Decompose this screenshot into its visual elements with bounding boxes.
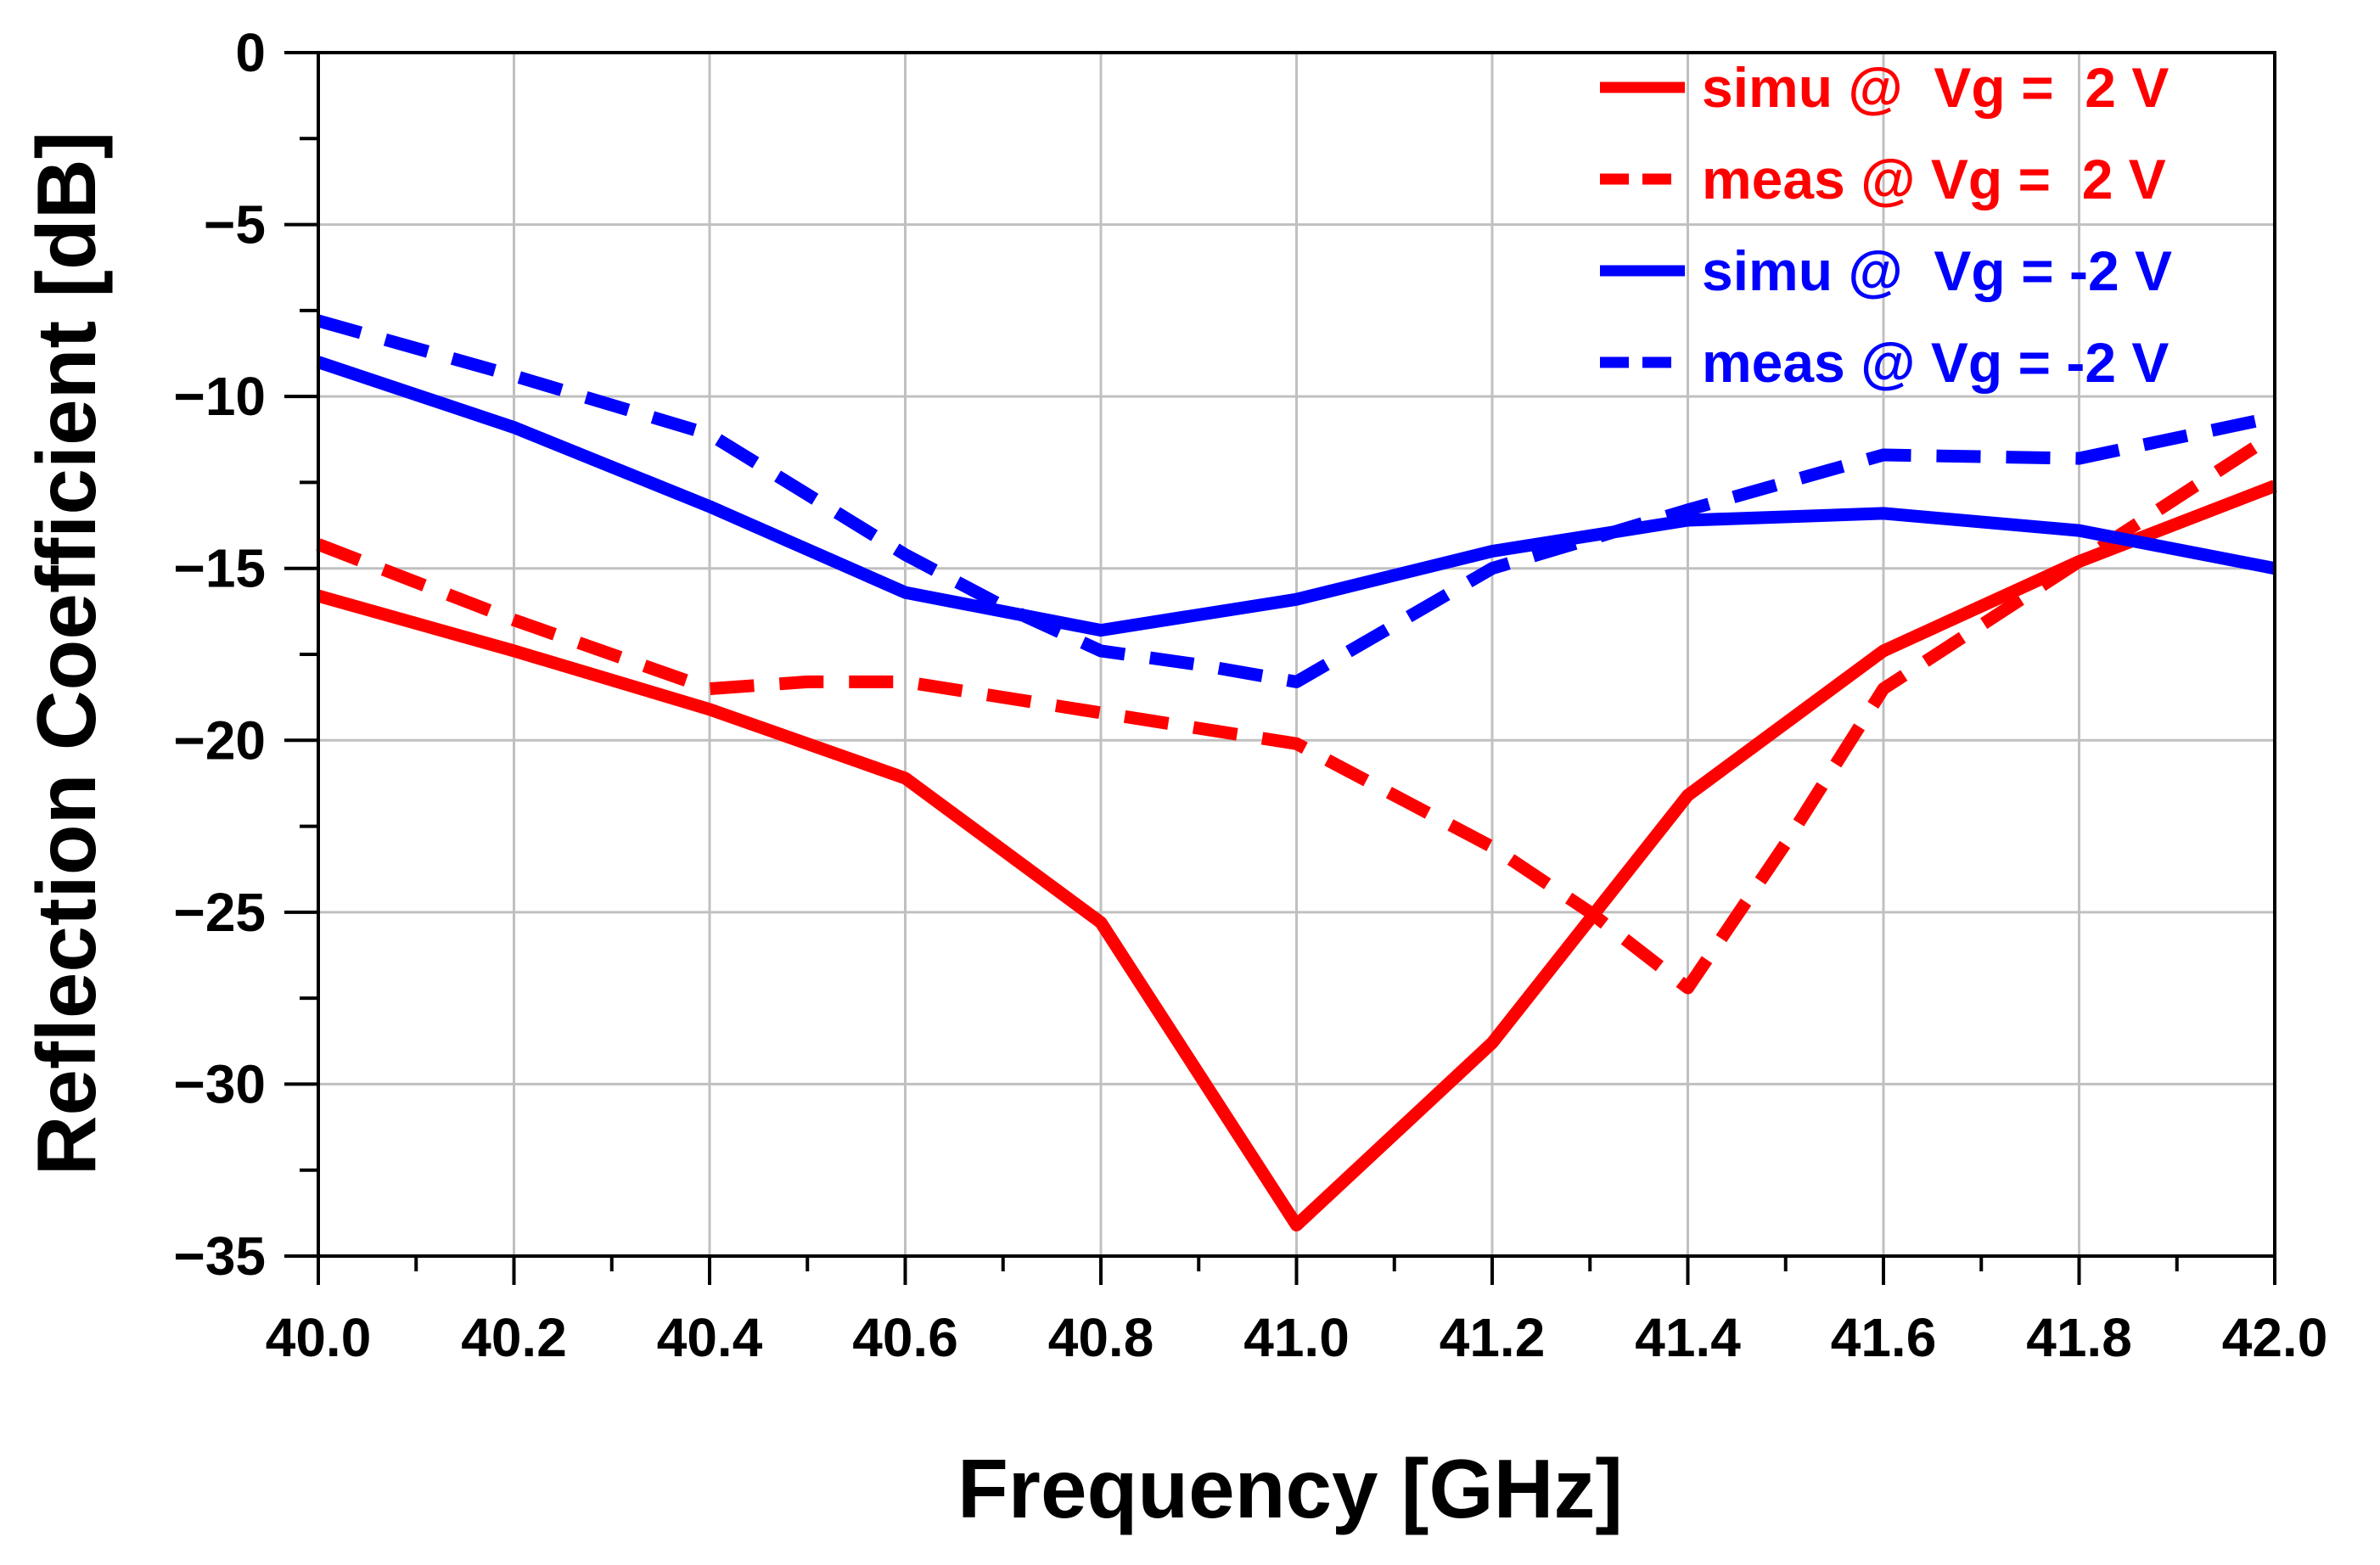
y-tick-label: −10 — [173, 366, 266, 427]
x-tick-label: 40.4 — [657, 1307, 763, 1368]
legend-label-4: meas @ Vg = -2 V — [1702, 331, 2169, 394]
legend-label-1: simu @ Vg = 2 V — [1702, 56, 2169, 119]
series-line-1 — [316, 480, 2277, 1231]
y-tick-label: −30 — [173, 1053, 266, 1114]
x-tick-label: 41.8 — [2026, 1307, 2132, 1368]
series-line-4 — [316, 314, 2276, 688]
x-tick-label: 40.0 — [266, 1307, 372, 1368]
x-tick-label: 42.0 — [2222, 1307, 2328, 1368]
minor-ticks — [300, 137, 2179, 1271]
x-tick-label: 40.6 — [852, 1307, 958, 1368]
y-axis-title: Reflection Coefficient [dB] — [20, 132, 113, 1175]
x-tick-label: 40.2 — [461, 1307, 567, 1368]
x-tick-label: 41.0 — [1243, 1307, 1350, 1368]
y-tick-label: 0 — [235, 22, 266, 83]
y-tick-label: −5 — [204, 194, 266, 255]
x-tick-label: 41.2 — [1440, 1307, 1546, 1368]
y-tick-label: −25 — [173, 882, 266, 943]
y-tick-label: −15 — [173, 538, 266, 599]
legend: simu @ Vg = 2 V meas @ Vg = 2 V simu @ Vg … — [1600, 56, 2172, 394]
y-tick-label: −20 — [173, 710, 266, 771]
data-series — [316, 314, 2279, 1231]
x-tick-label: 41.4 — [1635, 1307, 1741, 1368]
y-axis-tick-labels: 0 −5 −10 −15 −20 −25 −30 −35 — [173, 22, 318, 1287]
x-tick-label: 41.6 — [1831, 1307, 1937, 1368]
x-axis-tick-labels: 40.0 40.2 40.4 40.6 40.8 41.0 41.2 41.4 41.6 41.8… — [266, 1256, 2328, 1368]
y-tick-label: −35 — [173, 1226, 266, 1287]
legend-label-3: simu @ Vg = -2 V — [1702, 239, 2172, 302]
x-axis-title: Frequency [GHz] — [957, 1442, 1623, 1535]
series-line-3 — [316, 356, 2276, 637]
legend-label-2: meas @ Vg = 2 V — [1702, 148, 2166, 210]
series-line-2 — [316, 429, 2279, 995]
x-tick-label: 40.8 — [1048, 1307, 1154, 1368]
